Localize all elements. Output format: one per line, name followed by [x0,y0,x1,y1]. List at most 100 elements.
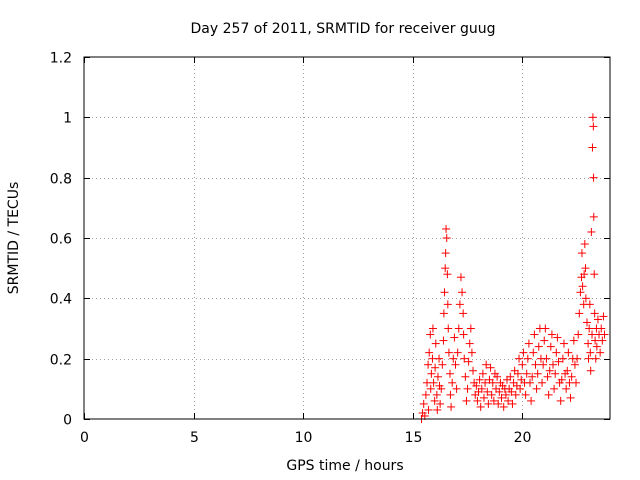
y-tick-label: 1 [63,111,72,127]
x-tick-label: 20 [514,430,532,446]
data-point [581,264,590,273]
data-point [563,366,572,375]
data-point [481,378,490,387]
data-point [550,384,559,393]
data-point [463,384,472,393]
data-point [506,372,515,381]
x-tick-labels: 0 5 10 15 20 [80,430,531,446]
data-point [442,224,451,233]
data-point [597,324,606,333]
data-point [523,354,532,363]
data-point [451,360,460,369]
data-point [588,330,597,339]
data-point [539,360,548,369]
data-point [482,360,491,369]
data-point [449,354,458,363]
data-point [585,324,594,333]
data-point [515,354,524,363]
data-point [589,173,598,182]
data-point [558,354,567,363]
data-point [455,300,464,309]
axis-ticks [84,57,610,420]
data-point [504,396,513,405]
data-point [543,372,552,381]
data-point [549,360,558,369]
data-point [578,282,587,291]
y-tick-label: 0.2 [50,353,72,369]
data-point [460,354,469,363]
data-point [547,330,556,339]
data-point [446,390,455,399]
data-point [530,330,539,339]
y-tick-label: 0 [63,413,72,429]
data-point [487,390,496,399]
data-point [531,360,540,369]
data-point [553,333,562,342]
data-point [534,342,543,351]
data-point [473,396,482,405]
data-point [469,366,478,375]
data-point [452,384,461,393]
data-point [433,405,442,414]
x-tick-label: 15 [405,430,423,446]
data-point [484,399,493,408]
data-point [556,396,565,405]
data-point [447,402,456,411]
data-point [540,336,549,345]
data-point [591,336,600,345]
data-point [453,348,462,357]
data-point [437,384,446,393]
data-point [541,324,550,333]
data-point [494,399,503,408]
data-point [511,390,520,399]
data-point [476,402,485,411]
y-tick-label: 0.4 [50,292,72,308]
data-point [459,309,468,318]
data-point [592,342,601,351]
data-point [493,372,502,381]
data-point [448,378,457,387]
data-point [431,363,440,372]
data-point [501,390,510,399]
data-point [546,342,555,351]
y-tick-label: 1.2 [50,51,72,67]
data-point [533,369,542,378]
data-point [516,384,525,393]
data-point [599,312,608,321]
data-point [528,372,537,381]
data-point [526,378,535,387]
data-point [580,240,589,249]
data-point [596,348,605,357]
data-point [567,372,576,381]
data-point [584,339,593,348]
x-tick-label: 0 [80,430,89,446]
data-point [564,348,573,357]
data-point [585,300,594,309]
data-point [425,348,434,357]
data-point [488,378,497,387]
data-point [590,309,599,318]
data-point [479,393,488,402]
data-points [417,113,609,423]
data-point [508,399,517,408]
x-axis-label: GPS time / hours [286,458,403,474]
data-point [588,113,597,122]
data-point [450,333,459,342]
data-point [465,339,474,348]
data-point [545,366,554,375]
data-point [566,393,575,402]
data-point [577,249,586,258]
data-point [570,360,579,369]
data-point [559,339,568,348]
data-point [589,122,598,131]
data-point [562,384,571,393]
data-point [427,369,436,378]
x-tick-label: 10 [295,430,313,446]
data-point [462,396,471,405]
data-point [429,378,438,387]
data-point [424,360,433,369]
data-point [591,354,600,363]
data-point [426,384,435,393]
data-point [435,354,444,363]
data-point [431,339,440,348]
